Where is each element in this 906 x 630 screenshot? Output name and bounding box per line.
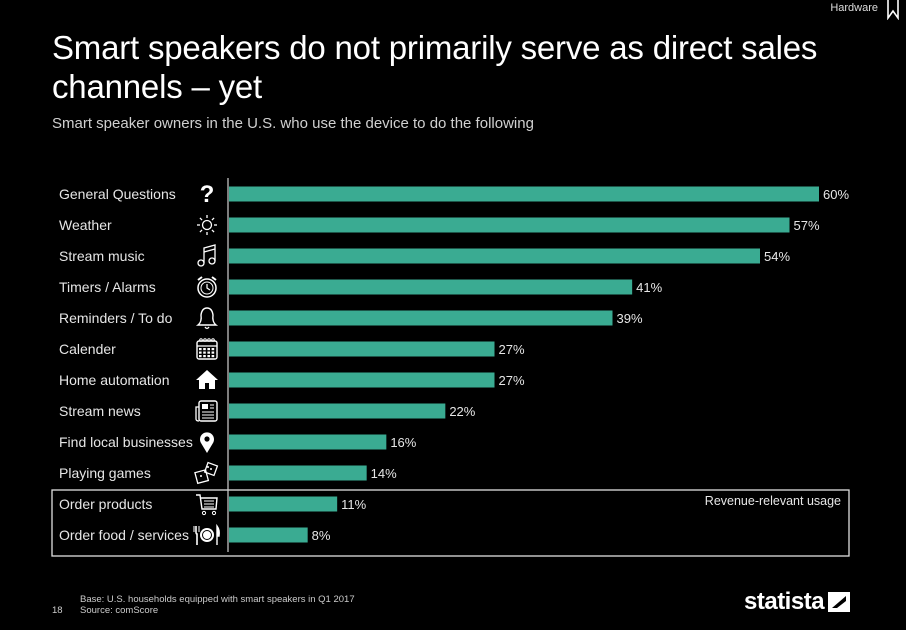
base-note: Base: U.S. households equipped with smar… <box>80 594 355 605</box>
bar <box>229 279 633 295</box>
category-label: Calender <box>59 341 116 357</box>
category-label: Timers / Alarms <box>59 279 156 295</box>
question-icon: ? <box>200 181 215 208</box>
value-label: 8% <box>312 528 331 543</box>
bell-icon <box>195 307 219 330</box>
category-label: Weather <box>59 217 112 233</box>
house-icon <box>196 370 218 389</box>
value-label: 60% <box>823 187 849 202</box>
value-label: 22% <box>449 404 475 419</box>
value-label: 39% <box>617 311 643 326</box>
value-label: 27% <box>499 373 525 388</box>
sun-icon <box>197 215 217 235</box>
chart-title: Smart speakers do not primarily serve as… <box>52 29 818 105</box>
value-label: 57% <box>794 218 820 233</box>
value-label: 11% <box>341 497 366 512</box>
page-number: 18 <box>52 605 63 616</box>
value-label: 41% <box>636 280 662 295</box>
statista-logo: statista <box>744 588 825 615</box>
bar <box>229 310 613 326</box>
category-label: Stream music <box>59 248 145 264</box>
chart-subtitle: Smart speaker owners in the U.S. who use… <box>52 115 534 132</box>
value-label: 27% <box>499 342 525 357</box>
bar <box>229 527 308 543</box>
category-label: General Questions <box>59 186 176 202</box>
category-label: Order products <box>59 496 152 512</box>
bar <box>229 186 819 202</box>
music-note-icon <box>197 244 216 267</box>
plate-cutlery-icon <box>193 523 220 545</box>
category-label: Find local businesses <box>59 434 193 450</box>
bar <box>229 465 367 481</box>
dice-icon <box>194 461 219 485</box>
bookmark-icon <box>887 0 899 20</box>
shopping-cart-icon <box>196 494 218 516</box>
bar <box>229 403 446 419</box>
revenue-relevant-label: Revenue-relevant usage <box>705 494 841 508</box>
category-label: Stream news <box>59 403 141 419</box>
category-label: Reminders / To do <box>59 310 173 326</box>
revenue-relevant-box <box>51 489 850 557</box>
bar <box>229 248 760 264</box>
category-label: Order food / services <box>59 527 189 543</box>
source-note: Source: comScore <box>80 605 159 616</box>
svg-text:?: ? <box>200 181 215 208</box>
category-label: Playing games <box>59 465 151 481</box>
bar <box>229 341 495 357</box>
bar <box>229 434 387 450</box>
statista-logo-mark <box>828 592 850 612</box>
value-label: 16% <box>390 435 416 450</box>
bar <box>229 496 338 512</box>
bar <box>229 372 495 388</box>
calendar-icon <box>196 338 218 360</box>
bar <box>229 217 790 233</box>
value-label: 14% <box>371 466 397 481</box>
category-label: Home automation <box>59 372 170 388</box>
alarm-clock-icon <box>197 276 217 298</box>
topic-label: Hardware <box>830 2 878 14</box>
value-label: 54% <box>764 249 790 264</box>
map-pin-icon <box>200 432 215 453</box>
newspaper-icon <box>195 400 218 422</box>
